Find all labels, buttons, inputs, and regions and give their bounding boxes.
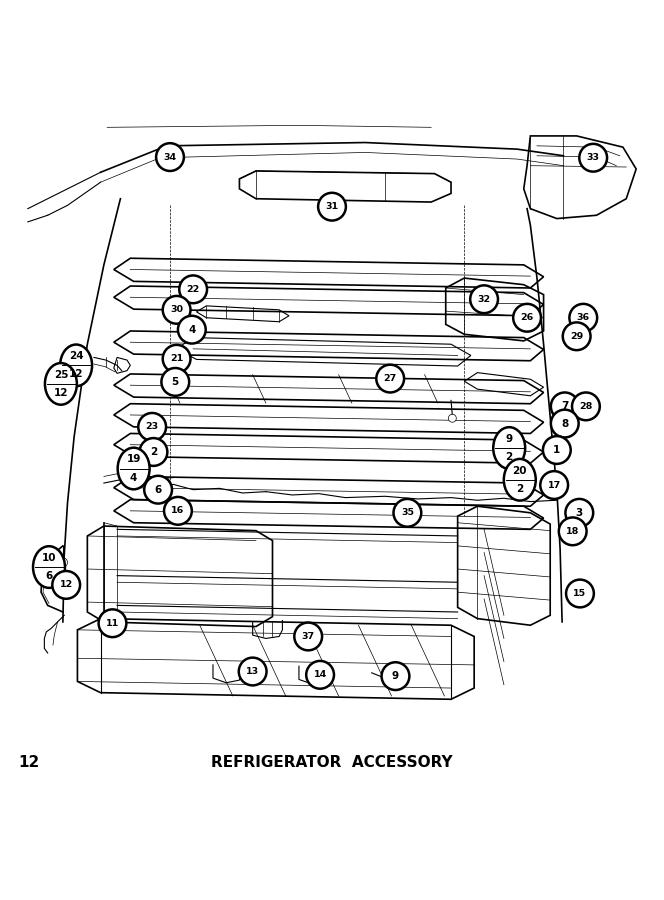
Text: 31: 31 xyxy=(325,202,339,211)
Text: 14: 14 xyxy=(313,670,327,680)
Circle shape xyxy=(566,580,594,608)
Text: 34: 34 xyxy=(163,153,177,162)
Circle shape xyxy=(161,368,189,396)
Circle shape xyxy=(579,144,607,172)
Circle shape xyxy=(394,499,421,526)
Circle shape xyxy=(543,436,570,464)
Text: 1: 1 xyxy=(553,445,560,455)
Text: 36: 36 xyxy=(577,313,590,322)
Text: 4: 4 xyxy=(130,472,137,482)
Ellipse shape xyxy=(504,459,536,500)
Text: 18: 18 xyxy=(566,526,580,536)
Circle shape xyxy=(513,304,541,331)
Circle shape xyxy=(139,438,167,466)
Circle shape xyxy=(156,143,184,171)
Text: 23: 23 xyxy=(145,422,159,431)
Text: 8: 8 xyxy=(561,418,568,428)
Circle shape xyxy=(563,322,590,350)
Ellipse shape xyxy=(33,546,65,588)
Text: 30: 30 xyxy=(170,305,183,314)
Circle shape xyxy=(448,414,456,422)
Circle shape xyxy=(551,410,578,437)
Circle shape xyxy=(306,661,334,688)
Circle shape xyxy=(178,316,206,344)
Text: 25: 25 xyxy=(54,370,68,380)
Circle shape xyxy=(146,436,153,442)
Text: 29: 29 xyxy=(570,332,583,341)
Text: 11: 11 xyxy=(106,618,119,627)
Text: 16: 16 xyxy=(171,507,185,516)
Text: 5: 5 xyxy=(172,377,179,387)
Circle shape xyxy=(572,392,600,420)
Text: 12: 12 xyxy=(60,580,73,590)
Text: 6: 6 xyxy=(45,572,52,581)
Circle shape xyxy=(382,662,410,690)
Ellipse shape xyxy=(60,345,92,386)
Text: 24: 24 xyxy=(69,351,84,361)
Text: 15: 15 xyxy=(574,589,586,598)
Text: 9: 9 xyxy=(506,434,513,444)
Circle shape xyxy=(138,413,166,441)
Text: 12: 12 xyxy=(69,369,84,380)
Circle shape xyxy=(318,193,346,220)
Text: 6: 6 xyxy=(155,485,162,495)
Text: 2: 2 xyxy=(516,484,523,494)
Circle shape xyxy=(163,345,191,373)
Text: 13: 13 xyxy=(246,667,259,676)
Circle shape xyxy=(566,499,593,526)
Circle shape xyxy=(52,571,80,598)
Circle shape xyxy=(551,392,578,420)
Text: 35: 35 xyxy=(401,508,414,518)
Text: 26: 26 xyxy=(521,313,534,322)
Text: 12: 12 xyxy=(54,388,68,398)
Text: 37: 37 xyxy=(301,632,315,641)
Text: 20: 20 xyxy=(513,465,527,476)
Text: 2: 2 xyxy=(505,452,513,462)
Text: 9: 9 xyxy=(392,671,399,681)
Text: 17: 17 xyxy=(548,481,561,490)
Text: 27: 27 xyxy=(384,374,397,383)
Circle shape xyxy=(179,275,207,303)
Circle shape xyxy=(559,518,586,545)
Circle shape xyxy=(98,609,126,637)
Ellipse shape xyxy=(493,428,525,469)
Circle shape xyxy=(167,388,174,394)
Text: 10: 10 xyxy=(42,553,56,563)
Circle shape xyxy=(164,497,192,525)
Text: 32: 32 xyxy=(477,294,491,303)
Ellipse shape xyxy=(118,447,149,490)
Text: 19: 19 xyxy=(126,454,141,464)
Ellipse shape xyxy=(45,363,77,405)
Text: 28: 28 xyxy=(579,402,592,411)
Text: 3: 3 xyxy=(576,508,583,518)
Text: 2: 2 xyxy=(150,447,157,457)
Circle shape xyxy=(144,476,172,504)
Circle shape xyxy=(163,296,191,324)
Text: 7: 7 xyxy=(561,401,568,411)
Text: 4: 4 xyxy=(188,325,195,335)
Circle shape xyxy=(376,364,404,392)
Circle shape xyxy=(540,472,568,499)
Text: 33: 33 xyxy=(587,153,600,162)
Circle shape xyxy=(58,558,68,567)
Circle shape xyxy=(470,285,498,313)
Circle shape xyxy=(294,623,322,651)
Text: 21: 21 xyxy=(170,355,183,364)
Circle shape xyxy=(239,658,266,686)
Text: 12: 12 xyxy=(18,754,39,770)
Text: 22: 22 xyxy=(187,284,200,293)
Text: REFRIGERATOR  ACCESSORY: REFRIGERATOR ACCESSORY xyxy=(211,754,453,770)
Circle shape xyxy=(569,304,597,331)
